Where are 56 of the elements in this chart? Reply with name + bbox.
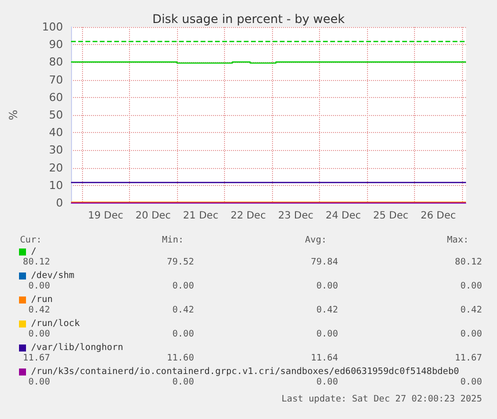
text: Last update: Sat Dec 27 02:00:23 2025 (282, 394, 482, 404)
text: 0.00 (316, 330, 338, 340)
text: 0.00 (28, 378, 50, 388)
text: 0.42 (28, 306, 50, 316)
x-tick-label: 22 Dec (230, 210, 266, 222)
text: Avg: (305, 236, 327, 246)
text: Min: (162, 236, 184, 246)
x-tick-label: 24 Dec (326, 210, 361, 222)
x-tick-label: 23 Dec (278, 210, 314, 222)
legend-label: / (31, 247, 36, 257)
y-tick-label: 50 (49, 108, 63, 122)
x-tick-label: 26 Dec (420, 210, 456, 222)
text: 0.00 (28, 282, 50, 292)
legend-label: /var/lib/longhorn (31, 343, 124, 353)
text: 0.00 (172, 378, 194, 388)
x-tick-label: 20 Dec (136, 210, 171, 222)
y-tick-label: 0 (56, 196, 63, 210)
text: 0.00 (172, 330, 194, 340)
legend-label: /run/k3s/containerd/io.containerd.grpc.v1.cri/sandboxes/ed60631959dc0f5148bdeb0 (31, 367, 460, 377)
y-axis-title: % (7, 110, 20, 120)
text: 0.00 (460, 378, 482, 388)
chart-title: Disk usage in percent - by week (152, 12, 345, 26)
text: 0.00 (28, 330, 50, 340)
x-tick-label: 19 Dec (88, 210, 124, 222)
legend-label: /run (31, 295, 53, 305)
text: 11.60 (166, 354, 194, 364)
text: 11.64 (310, 354, 338, 364)
text: 80.12 (454, 258, 482, 268)
text: 80.12 (22, 258, 50, 268)
text: 79.52 (166, 258, 194, 268)
y-tick-label: 30 (49, 144, 63, 157)
text: 0.00 (460, 330, 482, 340)
text: 0.42 (460, 306, 482, 316)
text: 0.00 (316, 282, 338, 292)
y-tick-label: 60 (49, 90, 63, 104)
y-tick-label: 10 (49, 178, 63, 192)
text: 79.84 (310, 258, 338, 268)
y-tick-label: 90 (49, 38, 63, 52)
x-tick-label: 21 Dec (183, 210, 218, 222)
text: 11.67 (454, 354, 482, 364)
x-tick-label: 25 Dec (373, 210, 408, 222)
text: 11.67 (22, 354, 50, 364)
y-tick-label: 70 (49, 73, 63, 86)
text: 0.00 (316, 378, 338, 388)
y-tick-label: 100 (42, 20, 63, 34)
y-tick-label: 80 (49, 56, 63, 69)
text: 0.42 (172, 306, 194, 316)
legend-label: /dev/shm (31, 271, 74, 281)
text: 0.00 (460, 282, 482, 292)
y-tick-label: 20 (49, 161, 63, 174)
text: Cur: (20, 236, 42, 246)
text: 0.00 (172, 282, 194, 292)
text: Max: (447, 236, 469, 246)
legend-label: /run/lock (31, 319, 80, 329)
y-tick-label: 40 (49, 126, 63, 140)
text: 0.42 (316, 306, 338, 316)
